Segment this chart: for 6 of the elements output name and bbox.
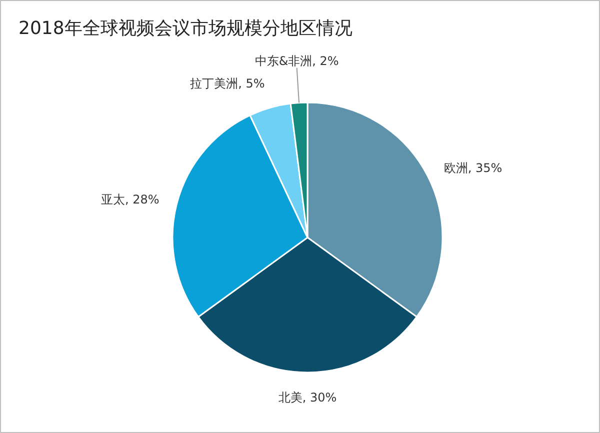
slice-label: 欧洲, 35% [444,161,502,176]
chart-title: 2018年全球视频会议市场规模分地区情况 [18,18,352,39]
slice-label: 中东&非洲, 2% [254,54,339,68]
slice-label: 北美, 30% [278,390,337,404]
slice-label: 亚太, 28% [101,192,160,206]
slice-label: 拉丁美洲, 5% [190,76,265,91]
